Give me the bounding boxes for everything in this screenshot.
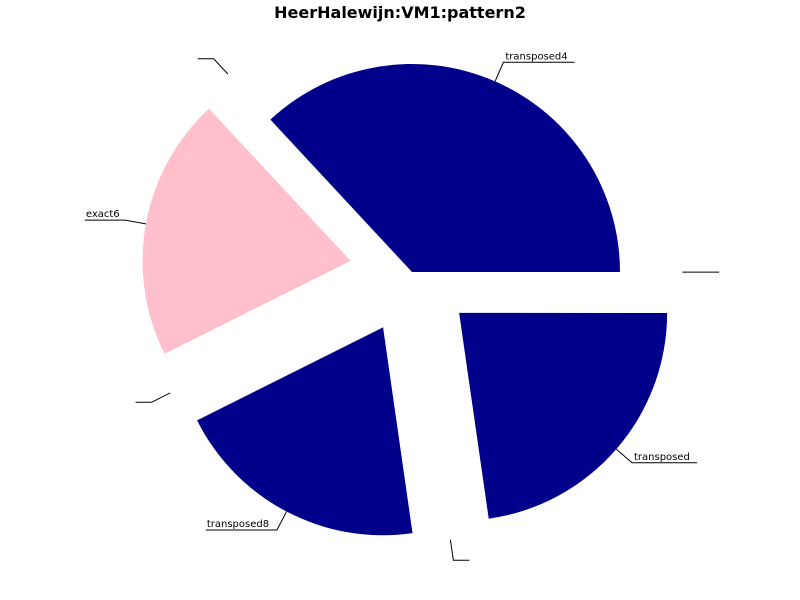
pie-leader-line: [615, 448, 698, 464]
pie-leader-line: [449, 539, 470, 561]
pie-slices: [142, 64, 668, 536]
pie-leader-line: [135, 392, 171, 403]
pie-slice-exact6: [142, 108, 351, 354]
pie-slice-transposed4: [270, 64, 620, 272]
chart-title: HeerHalewijn:VM1:pattern2: [274, 3, 526, 22]
pie-leader-line: [494, 61, 575, 82]
pie-label-transposed8: transposed8: [207, 519, 269, 530]
pie-slice-transposed8: [197, 327, 413, 536]
pie-leader-line: [197, 58, 229, 75]
pie-labels: transposed4 exact6 transposed8 transposed: [84, 51, 720, 561]
pie-leader-line: [84, 219, 147, 225]
pie-leader-line: [205, 511, 288, 531]
pie-label-transposed: transposed: [634, 452, 690, 463]
pie-label-exact6: exact6: [86, 209, 120, 220]
pie-label-transposed4: transposed4: [505, 51, 567, 62]
pie-slice-transposed: [459, 312, 668, 519]
